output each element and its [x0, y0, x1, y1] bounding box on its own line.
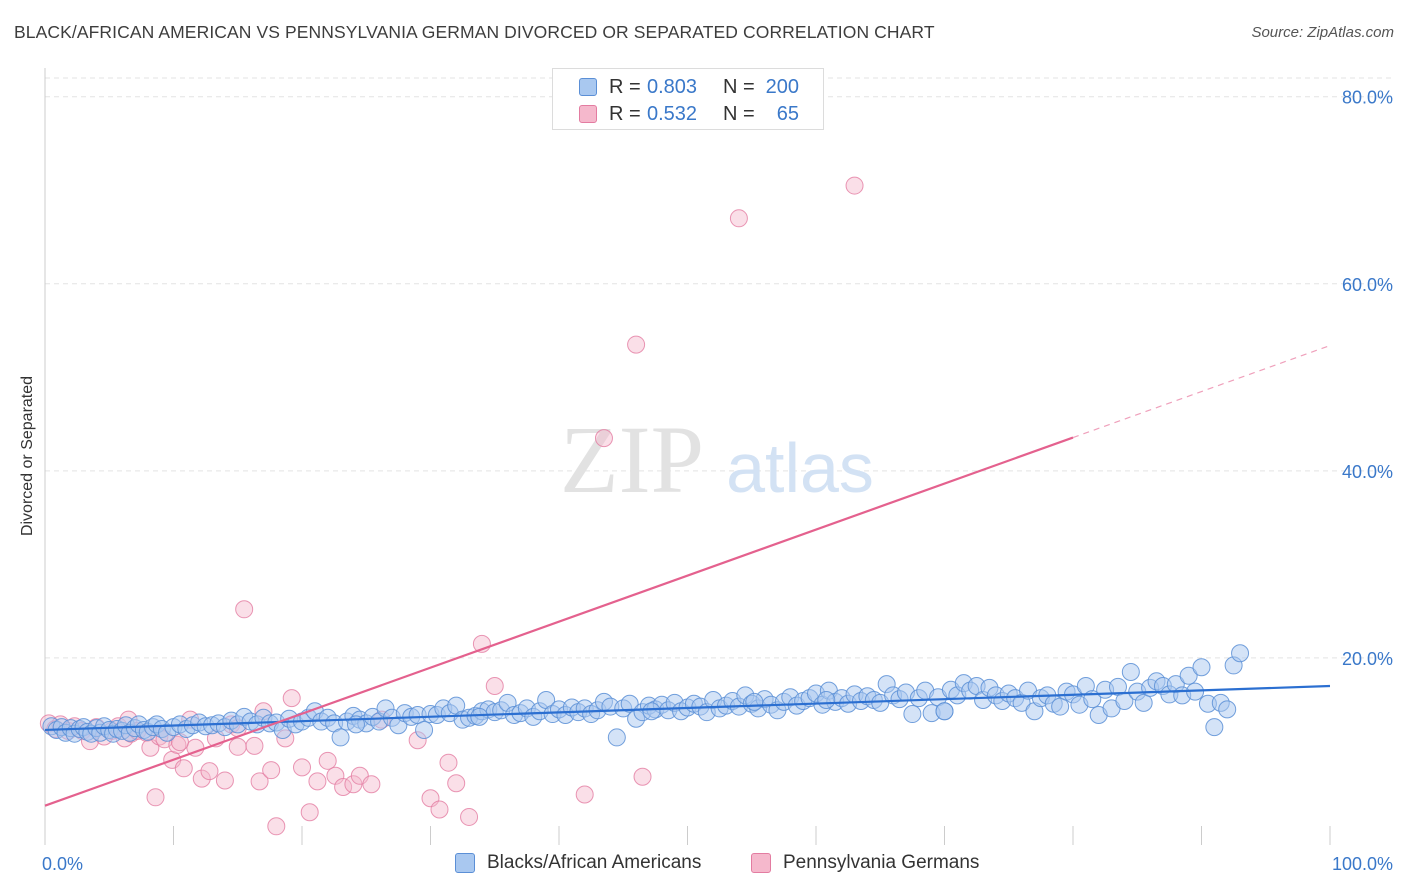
- pink-point: [146, 788, 165, 807]
- pink-point: [235, 600, 254, 619]
- watermark: ZIP atlas: [560, 406, 874, 513]
- y-tick-label: 80.0%: [1342, 88, 1393, 108]
- pink-point: [215, 771, 234, 790]
- pink-point: [282, 689, 301, 708]
- pink-point: [362, 775, 381, 794]
- blue-point: [745, 692, 764, 711]
- pink-point: [460, 807, 479, 826]
- y-axis-label: Divorced or Separated: [19, 375, 36, 537]
- legend-label-pink: Pennsylvania Germans: [783, 852, 980, 873]
- blue-trend-line: [44, 684, 1331, 732]
- blue-point: [1231, 644, 1250, 663]
- blue-point: [1051, 697, 1070, 716]
- pink-point: [334, 778, 353, 797]
- stats-box: R = 0.803 N = 200 R = 0.532 N = 65: [552, 68, 824, 130]
- legend-swatch-blue: [455, 853, 475, 873]
- stats-n-label: N =: [723, 76, 755, 98]
- pink-point: [293, 758, 311, 777]
- blue-point: [817, 691, 836, 710]
- trend-lines: [44, 344, 1331, 807]
- pink-point: [318, 751, 337, 770]
- pink-point: [174, 759, 193, 778]
- blue-point: [642, 702, 661, 721]
- blue-point: [331, 728, 350, 747]
- legend-swatch-pink: [751, 853, 771, 873]
- pink-point: [627, 335, 646, 354]
- legend-label-blue: Blacks/African Americans: [487, 852, 702, 873]
- pink-point: [594, 429, 613, 448]
- pink-point: [439, 753, 458, 772]
- blue-point: [1218, 700, 1237, 719]
- pink-point: [200, 762, 219, 781]
- pink-point: [485, 676, 504, 695]
- watermark-zip: ZIP: [560, 406, 704, 513]
- x-tick-label: 100.0%: [1332, 854, 1393, 874]
- blue-point: [935, 702, 954, 721]
- pink-point: [250, 772, 269, 791]
- y-tick-label: 20.0%: [1342, 649, 1393, 669]
- pink-point: [633, 767, 652, 786]
- stats-row-pink: R = 0.532 N = 65: [553, 102, 823, 128]
- blue-point: [470, 707, 489, 726]
- grid-lines: [45, 77, 1392, 659]
- blue-point: [1205, 718, 1224, 737]
- tick-labels: 20.0% 40.0% 60.0% 80.0% 0.0% 100.0%: [42, 88, 1393, 874]
- stats-r-value: 0.803: [647, 76, 698, 98]
- blue-point: [1192, 658, 1211, 677]
- blue-point: [1179, 666, 1198, 685]
- pink-point: [300, 803, 319, 822]
- blue-point: [415, 720, 434, 739]
- stats-n-label: N =: [723, 103, 755, 125]
- pink-point: [168, 735, 187, 754]
- source-label: Source: ZipAtlas.com: [1251, 24, 1394, 41]
- watermark-atlas: atlas: [726, 429, 874, 507]
- chart-title: BLACK/AFRICAN AMERICAN VS PENNSYLVANIA G…: [14, 22, 935, 42]
- blue-point: [620, 694, 639, 713]
- pink-trend-extension: [1072, 344, 1331, 439]
- pink-point: [245, 736, 264, 755]
- stats-r-label: R =: [609, 76, 641, 98]
- stats-swatch-pink: [579, 105, 597, 123]
- pink-point: [262, 761, 281, 780]
- pink-trend-line: [44, 436, 1074, 807]
- stats-r-label: R =: [609, 103, 641, 125]
- blue-point: [1121, 662, 1140, 681]
- pink-point: [729, 209, 748, 228]
- blue-point: [1134, 693, 1153, 712]
- legend-item-blue[interactable]: Blacks/African Americans: [455, 852, 701, 874]
- legend: Blacks/African Americans Pennsylvania Ge…: [0, 852, 1406, 876]
- blue-point: [607, 728, 626, 747]
- stats-n-value: 200: [765, 76, 799, 98]
- pink-point: [845, 176, 864, 195]
- pink-point: [192, 769, 211, 788]
- stats-row-blue: R = 0.803 N = 200: [553, 75, 823, 101]
- pink-point: [267, 817, 286, 836]
- x-tick-label: 0.0%: [42, 854, 83, 874]
- pink-point: [308, 772, 327, 791]
- y-tick-label: 40.0%: [1342, 462, 1393, 482]
- stats-swatch-blue: [579, 78, 597, 96]
- stats-r-value: 0.532: [647, 103, 698, 125]
- legend-item-pink[interactable]: Pennsylvania Germans: [751, 852, 979, 874]
- pink-point: [447, 774, 466, 793]
- pink-point: [575, 785, 594, 804]
- blue-series-points: [42, 644, 1250, 747]
- stats-n-value: 65: [776, 103, 799, 125]
- y-tick-label: 60.0%: [1342, 275, 1393, 295]
- pink-point: [430, 800, 449, 819]
- blue-point: [903, 705, 922, 724]
- pink-point: [228, 737, 247, 756]
